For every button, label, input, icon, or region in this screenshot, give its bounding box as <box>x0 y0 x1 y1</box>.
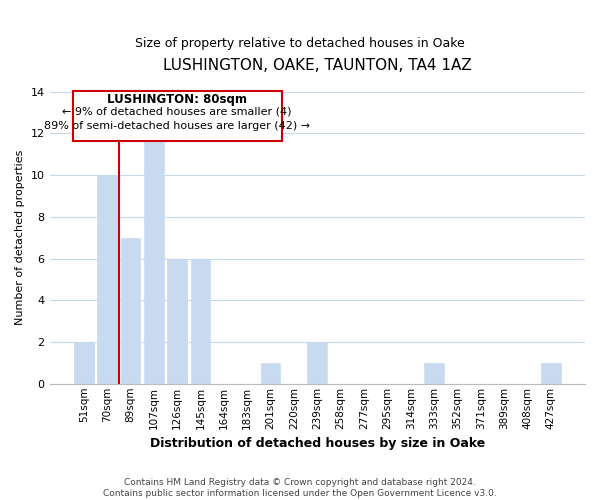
Bar <box>260 363 280 384</box>
Bar <box>307 342 327 384</box>
Bar <box>167 258 187 384</box>
Text: ← 9% of detached houses are smaller (4): ← 9% of detached houses are smaller (4) <box>62 106 292 117</box>
Title: LUSHINGTON, OAKE, TAUNTON, TA4 1AZ: LUSHINGTON, OAKE, TAUNTON, TA4 1AZ <box>163 58 472 72</box>
Text: Contains HM Land Registry data © Crown copyright and database right 2024.
Contai: Contains HM Land Registry data © Crown c… <box>103 478 497 498</box>
Bar <box>191 258 211 384</box>
Bar <box>121 238 140 384</box>
Text: LUSHINGTON: 80sqm: LUSHINGTON: 80sqm <box>107 92 247 106</box>
Bar <box>144 134 164 384</box>
Bar <box>97 175 117 384</box>
Y-axis label: Number of detached properties: Number of detached properties <box>15 150 25 326</box>
Bar <box>424 363 444 384</box>
Text: Size of property relative to detached houses in Oake: Size of property relative to detached ho… <box>135 38 465 51</box>
X-axis label: Distribution of detached houses by size in Oake: Distribution of detached houses by size … <box>149 437 485 450</box>
Bar <box>541 363 560 384</box>
Bar <box>74 342 94 384</box>
Bar <box>73 90 282 140</box>
Text: 89% of semi-detached houses are larger (42) →: 89% of semi-detached houses are larger (… <box>44 121 310 131</box>
